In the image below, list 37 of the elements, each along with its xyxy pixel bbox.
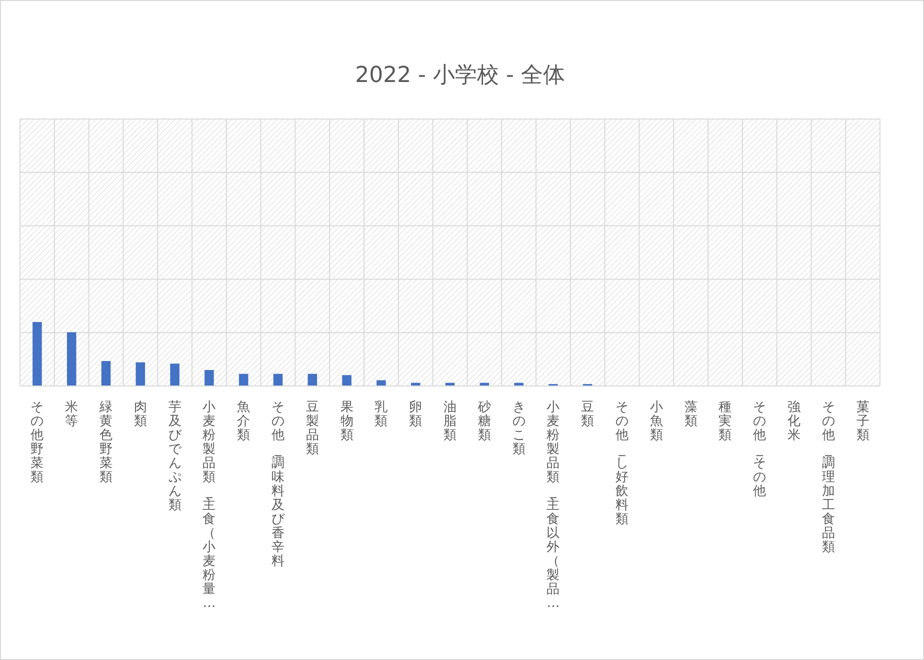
category-label: 小麦粉製品類_主食以外（製品…	[546, 400, 560, 611]
bar	[170, 364, 180, 386]
bar	[376, 380, 386, 386]
x-tick-label: 肉類	[134, 400, 147, 429]
category-label: その他_調理加工食品類	[822, 400, 835, 555]
bar	[273, 374, 283, 386]
category-label: 小麦粉製品類_主食（小麦粉量…	[202, 400, 216, 611]
bar	[66, 332, 76, 386]
bar	[136, 362, 146, 386]
x-tick-label: その他野菜類	[30, 400, 44, 485]
x-tick-label: 芋及びでんぷん類	[168, 400, 182, 513]
x-tick-label: 魚介類	[237, 400, 250, 443]
bar	[238, 374, 248, 386]
x-tick-label: 米等	[65, 400, 78, 429]
category-label: その他_し好飲料類	[616, 400, 628, 527]
x-tick-label: きのこ類	[512, 400, 526, 457]
x-tick-label: 乳類	[374, 400, 388, 429]
x-tick-label: 豆類	[581, 400, 594, 429]
x-tick-label: 種実類	[718, 400, 732, 443]
x-tick-label: 油脂類	[444, 400, 456, 443]
x-tick-label: 豆製品類	[306, 400, 319, 457]
x-tick-label: 緑黄色野菜類	[98, 400, 112, 485]
x-tick-label: その他_その他	[753, 400, 766, 499]
chart-title: 2022 - 小学校 - 全体	[355, 63, 565, 88]
bar	[204, 370, 214, 386]
x-tick-label: 砂糖類	[476, 400, 491, 443]
bar	[342, 375, 352, 386]
x-tick-label: 果物類	[340, 400, 354, 443]
bar	[308, 374, 318, 386]
x-tick-label: 菓子類	[856, 400, 870, 443]
x-tick-label: 小魚類	[650, 400, 663, 443]
bar	[101, 361, 111, 386]
x-tick-label: 藻類	[684, 400, 698, 429]
category-label: その他_調味料及び香辛料	[272, 400, 284, 569]
x-tick-label: 強化米	[788, 400, 800, 443]
bar	[32, 322, 42, 386]
x-tick-label: 卵類	[409, 400, 422, 429]
